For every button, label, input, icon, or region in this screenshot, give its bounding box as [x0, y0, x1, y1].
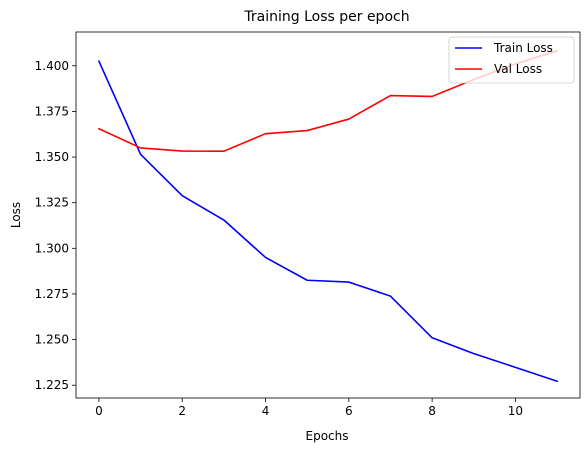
- x-tick-label: 4: [262, 404, 270, 418]
- x-tick-label: 10: [508, 404, 523, 418]
- x-tick-label: 8: [428, 404, 436, 418]
- x-axis-label: Epochs: [306, 429, 349, 443]
- y-tick-label: 1.350: [35, 150, 69, 164]
- legend-label: Val Loss: [494, 62, 542, 76]
- chart-title: Training Loss per epoch: [243, 9, 409, 25]
- y-axis-label: Loss: [9, 202, 23, 228]
- x-tick-label: 0: [95, 404, 103, 418]
- y-tick-label: 1.225: [35, 378, 69, 392]
- x-tick-label: 6: [345, 404, 353, 418]
- legend-label: Train Loss: [493, 41, 553, 55]
- x-axis: 0 2 4 6 8 10: [95, 398, 523, 418]
- y-tick-label: 1.250: [35, 333, 69, 347]
- y-tick-label: 1.300: [35, 241, 69, 255]
- y-tick-label: 1.325: [35, 196, 69, 210]
- y-axis: 1.225 1.250 1.275 1.300 1.325 1.350 1.375 1.400: [35, 59, 76, 392]
- y-tick-label: 1.275: [35, 287, 69, 301]
- plot-frame: [75, 31, 581, 399]
- y-tick-label: 1.375: [35, 104, 69, 118]
- y-tick-label: 1.400: [35, 59, 69, 73]
- series-line-train-loss: [97, 60, 559, 383]
- x-tick-label: 2: [178, 404, 186, 418]
- legend: Train Loss Val Loss: [448, 36, 575, 84]
